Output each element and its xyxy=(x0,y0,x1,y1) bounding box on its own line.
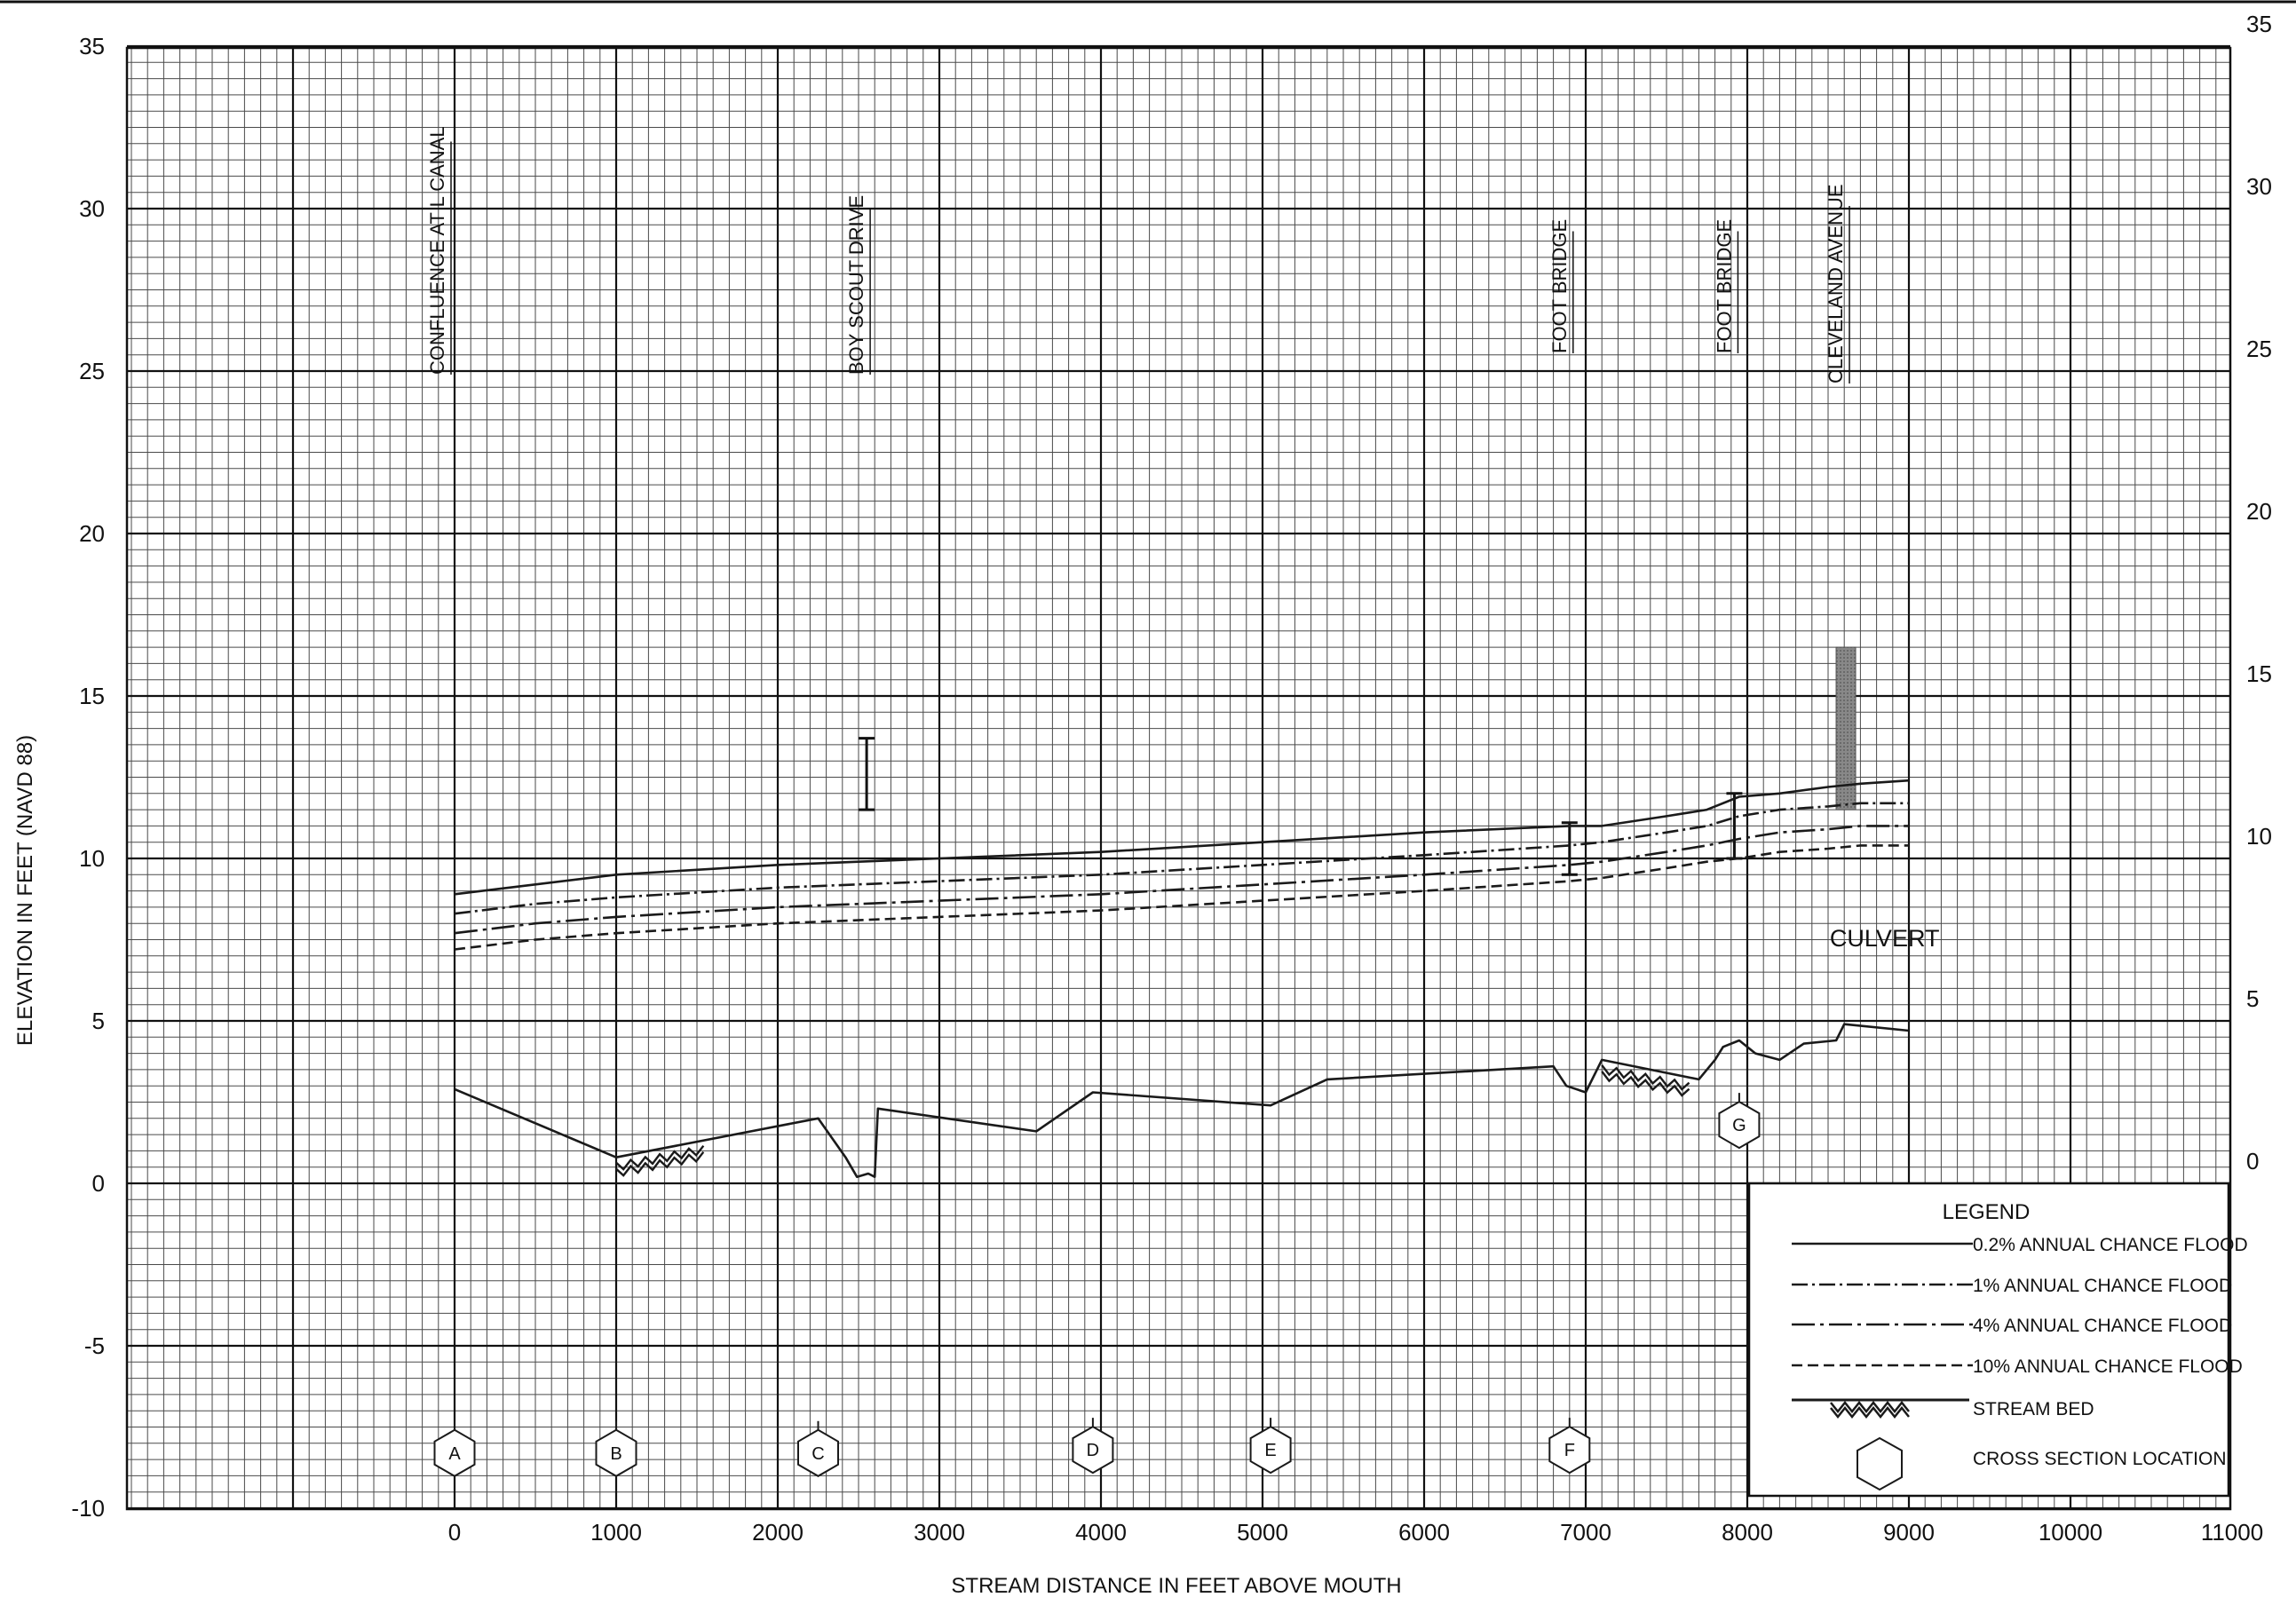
y-tick-label-left: -5 xyxy=(84,1332,105,1359)
y-tick-label-right: 5 xyxy=(2246,985,2259,1012)
y-tick-label-left: 35 xyxy=(79,33,105,59)
series-line-0-2-annual-chance-flood xyxy=(454,779,1910,896)
cross-section-markers: A B C D E F G xyxy=(433,1093,1761,1477)
legend-label-0-2pct: 0.2% ANNUAL CHANCE FLOOD xyxy=(1973,1235,2248,1255)
series-line-10-annual-chance-flood xyxy=(454,844,1909,951)
stream-bed-hatch-row xyxy=(615,1150,705,1177)
y-tick-label-left: 5 xyxy=(92,1008,105,1034)
x-axis-title: STREAM DISTANCE IN FEET ABOVE MOUTH xyxy=(951,1574,1401,1598)
y-tick-label-right: 10 xyxy=(2246,823,2272,850)
y-tick-label-right: 0 xyxy=(2246,1148,2259,1174)
legend-label-4pct: 4% ANNUAL CHANCE FLOOD xyxy=(1973,1316,2232,1336)
hexagon-icon xyxy=(1718,1100,1761,1150)
legend-frame xyxy=(1747,1182,2230,1498)
y-tick-label-right: 15 xyxy=(2246,660,2272,687)
stream-bed-hatch xyxy=(1601,1064,1690,1097)
x-tick-label: 8000 xyxy=(1722,1519,1773,1546)
bridge-structure xyxy=(859,737,875,811)
plot-frame xyxy=(125,46,2232,1511)
cross-section-letter: C xyxy=(812,1444,824,1464)
cross-section-letter: B xyxy=(610,1444,622,1464)
series-line-stream-bed xyxy=(454,1023,1910,1178)
stream-bed-hatch-row xyxy=(1601,1071,1690,1097)
hexagon-icon xyxy=(433,1428,476,1477)
y-axis-title: ELEVATION IN FEET (NAVD 88) xyxy=(13,735,37,1046)
x-tick-label: 2000 xyxy=(752,1519,804,1546)
structures xyxy=(859,646,1857,876)
hexagon-icon xyxy=(1548,1425,1591,1475)
station-label-confluence-at-l-canal: CONFLUENCE AT L CANAL xyxy=(426,126,452,375)
y-tick-label-left: 15 xyxy=(79,683,105,709)
x-tick-label: 6000 xyxy=(1398,1519,1450,1546)
culvert-structure xyxy=(1835,646,1857,810)
y-tick-label-right: 30 xyxy=(2246,173,2272,200)
station-label-cleveland-avenue: CLEVELAND AVENUE xyxy=(1825,184,1850,383)
stream-bed-hatch-row xyxy=(615,1144,705,1171)
hexagon-icon xyxy=(1249,1425,1292,1475)
legend-label-stream-bed: STREAM BED xyxy=(1973,1399,2094,1419)
cross-section-marker-e: E xyxy=(1249,1418,1292,1475)
hexagon-icon xyxy=(595,1428,637,1477)
profile-series xyxy=(454,779,1910,1178)
station-label-text: FOOT BRIDGE xyxy=(1713,219,1735,353)
legend-label-10pct: 10% ANNUAL CHANCE FLOOD xyxy=(1973,1356,2243,1377)
station-label-text: BOY SCOUT DRIVE xyxy=(845,195,867,375)
y-tick-label-left: 10 xyxy=(79,845,105,872)
stream-bed-hatch-row xyxy=(1601,1064,1690,1091)
y-tick-label-left: -10 xyxy=(71,1495,105,1522)
station-label-boy-scout-drive: BOY SCOUT DRIVE xyxy=(845,195,871,375)
x-tick-label: 4000 xyxy=(1075,1519,1127,1546)
cross-section-marker-d: D xyxy=(1072,1418,1114,1475)
station-label-foot-bridge: FOOT BRIDGE xyxy=(1548,219,1574,353)
cross-section-marker-c: C xyxy=(797,1420,839,1477)
cross-section-letter: E xyxy=(1264,1441,1276,1460)
labels: 0 1000 2000 3000 4000 5000 6000 7000 8000 9000 100… xyxy=(71,11,2272,1546)
station-label-text: CLEVELAND AVENUE xyxy=(1825,184,1847,383)
bridge-structure xyxy=(1561,821,1578,876)
hexagon-icon xyxy=(1072,1425,1114,1475)
station-label-text: FOOT BRIDGE xyxy=(1548,219,1571,353)
x-tick-label: 3000 xyxy=(914,1519,965,1546)
legend: LEGEND 0.2% ANNUAL CHANCE FLOOD 1% ANNUA… xyxy=(1747,1182,2248,1498)
x-tick-label: 5000 xyxy=(1237,1519,1288,1546)
legend-swatch-stream-bed xyxy=(1792,1398,1969,1419)
cross-section-marker-a: A xyxy=(433,1420,476,1477)
grid xyxy=(125,44,2232,1511)
y-tick-label-right: 35 xyxy=(2246,11,2272,37)
cross-section-marker-g: G xyxy=(1718,1093,1761,1150)
x-tick-label: 9000 xyxy=(1883,1519,1935,1546)
legend-hexagon-icon xyxy=(1857,1436,1903,1491)
legend-label-1pct: 1% ANNUAL CHANCE FLOOD xyxy=(1973,1276,2232,1296)
hexagon-icon xyxy=(797,1428,839,1477)
y-tick-label-right: 25 xyxy=(2246,336,2272,362)
y-tick-label-left: 0 xyxy=(92,1170,105,1197)
x-tick-label: 0 xyxy=(448,1519,461,1546)
cross-section-marker-f: F xyxy=(1548,1418,1591,1475)
series-line-1-annual-chance-flood xyxy=(454,802,1909,915)
station-label-foot-bridge: FOOT BRIDGE xyxy=(1713,219,1739,353)
cross-section-letter: F xyxy=(1564,1441,1575,1460)
series-line-4-annual-chance-flood xyxy=(454,825,1909,935)
station-label-text: CONFLUENCE AT L CANAL xyxy=(426,126,448,375)
y-tick-label-left: 20 xyxy=(79,520,105,547)
culvert-annotation: CULVERT xyxy=(1830,925,1940,952)
cross-section-letter: G xyxy=(1732,1116,1746,1135)
y-tick-label-right: 20 xyxy=(2246,498,2272,525)
x-tick-label: 10000 xyxy=(2039,1519,2102,1546)
x-tick-label: 11000 xyxy=(2201,1519,2263,1546)
x-tick-label: 7000 xyxy=(1560,1519,1611,1546)
cross-section-letter: D xyxy=(1087,1441,1099,1460)
x-tick-label: 1000 xyxy=(590,1519,642,1546)
legend-label-cross-section: CROSS SECTION LOCATION xyxy=(1973,1449,2226,1469)
cross-section-marker-b: B xyxy=(595,1420,637,1477)
y-tick-label-left: 30 xyxy=(79,195,105,222)
y-tick-label-left: 25 xyxy=(79,358,105,384)
stream-bed-hatch xyxy=(615,1144,705,1177)
legend-title: LEGEND xyxy=(1943,1200,2031,1224)
cross-section-letter: A xyxy=(448,1444,461,1464)
